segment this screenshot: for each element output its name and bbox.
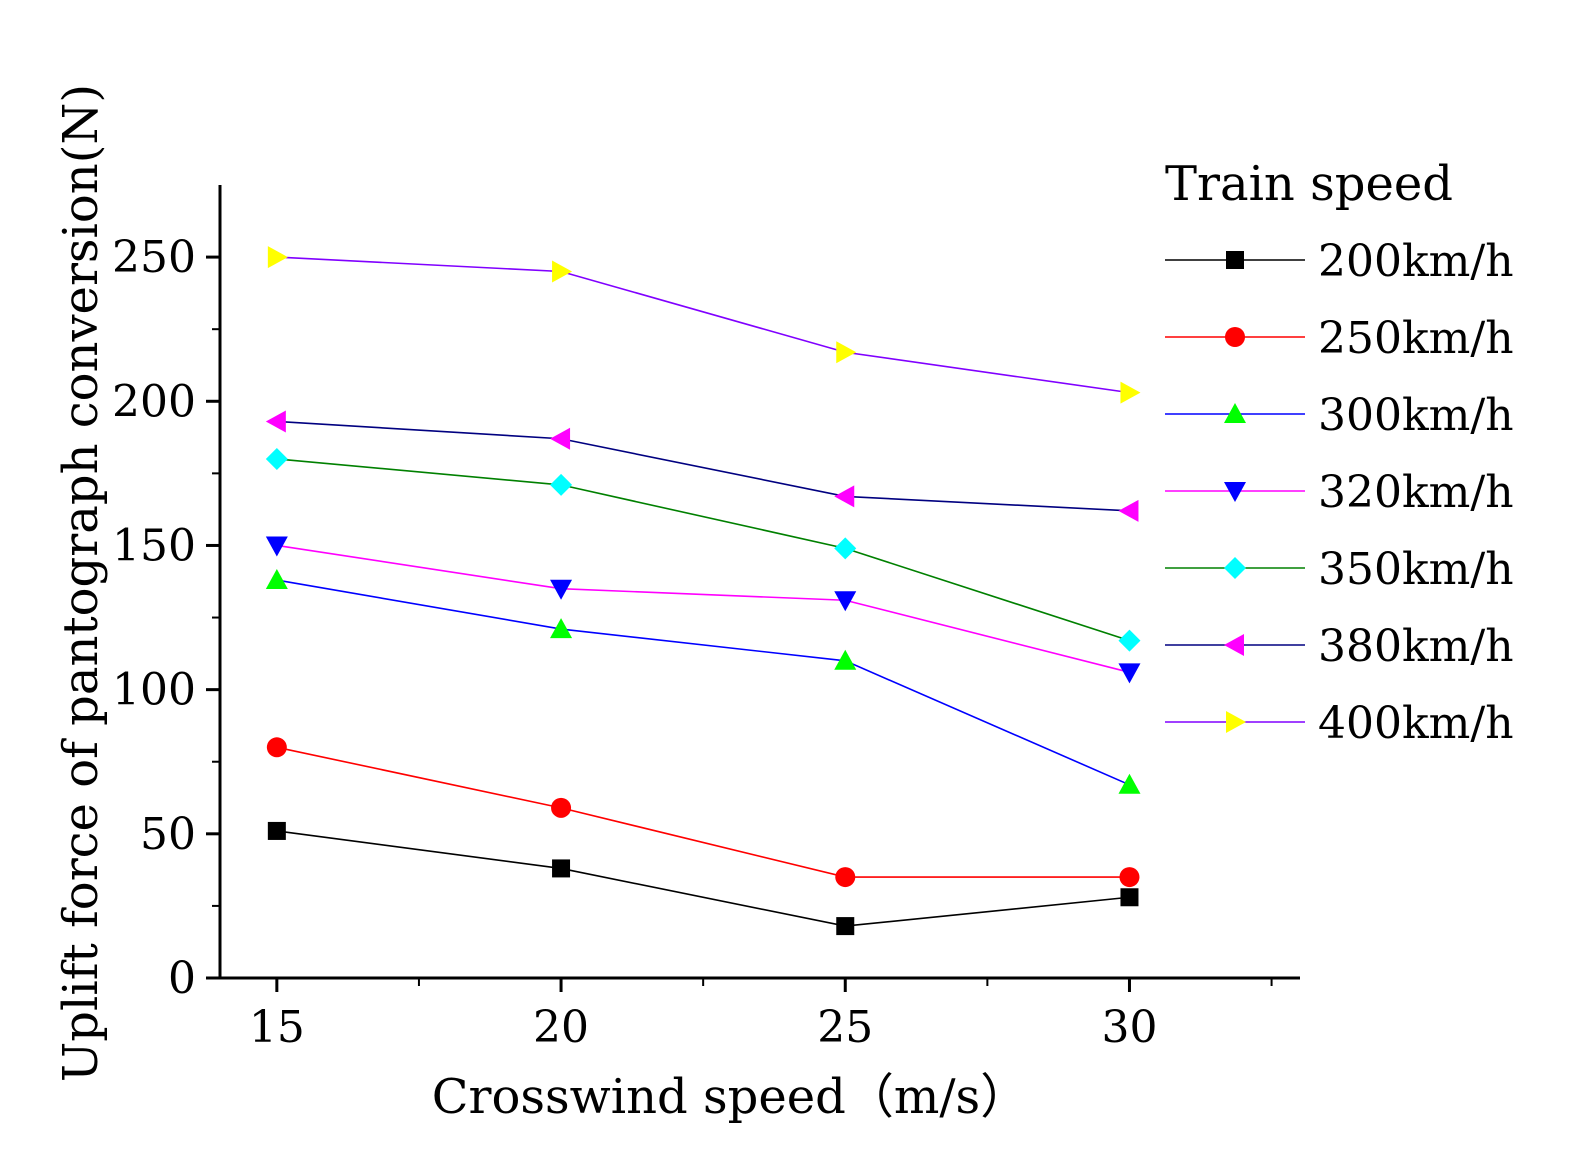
- x-axis-title: Crosswind speed（m/s）: [432, 1069, 1028, 1125]
- data-point: [552, 859, 571, 878]
- x-tick-label: 20: [533, 1002, 589, 1053]
- legend-marker: [1224, 403, 1246, 423]
- data-point: [834, 591, 857, 612]
- legend-marker: [1224, 634, 1244, 656]
- data-point: [551, 797, 572, 818]
- series-line: [276, 746, 1130, 878]
- y-tick-label: 100: [112, 665, 196, 716]
- legend-marker: [1226, 251, 1244, 269]
- legend-item: 350km/h: [1165, 544, 1514, 595]
- series-350kmh: [265, 447, 1141, 652]
- legend-item: 250km/h: [1165, 313, 1514, 364]
- data-point: [834, 485, 855, 508]
- data-point: [550, 618, 573, 639]
- series-300kmh: [265, 569, 1141, 794]
- x-tick-label: 25: [817, 1002, 873, 1053]
- legend-label: 400km/h: [1318, 698, 1514, 749]
- data-point: [265, 569, 288, 590]
- legend-label: 320km/h: [1318, 467, 1514, 518]
- data-point: [550, 579, 573, 600]
- data-point: [835, 867, 856, 888]
- data-point: [550, 473, 573, 496]
- legend-label: 380km/h: [1318, 621, 1514, 672]
- series-line: [276, 579, 1130, 786]
- data-point: [1118, 499, 1139, 522]
- legend: Train speed 200km/h 250km/h 300km/h 320km/h…: [1165, 156, 1514, 749]
- data-point: [266, 737, 287, 758]
- series-380kmh: [265, 410, 1139, 522]
- series-layer: [265, 246, 1141, 936]
- legend-item: 400km/h: [1165, 698, 1514, 749]
- legend-label: 350km/h: [1318, 544, 1514, 595]
- series-line: [276, 256, 1130, 394]
- data-point: [265, 536, 288, 557]
- legend-marker: [1225, 327, 1245, 347]
- series-400kmh: [267, 246, 1141, 404]
- data-point: [834, 649, 857, 670]
- data-point: [1118, 663, 1141, 684]
- legend-marker: [1224, 557, 1246, 579]
- data-point: [552, 260, 573, 283]
- legend-label: 250km/h: [1318, 313, 1514, 364]
- data-point: [1120, 888, 1139, 907]
- legend-title: Train speed: [1165, 156, 1453, 212]
- y-axis-title: Uplift force of pantograph conversion(N): [53, 84, 109, 1082]
- data-point: [265, 447, 288, 470]
- legend-label: 300km/h: [1318, 390, 1514, 441]
- x-tick-label: 15: [249, 1002, 305, 1053]
- y-tick-label: 50: [140, 809, 196, 860]
- series-line: [276, 420, 1130, 512]
- data-point: [550, 427, 571, 450]
- series-200kmh: [267, 821, 1139, 936]
- legend-item: 320km/h: [1165, 467, 1514, 518]
- y-tick-label: 0: [168, 953, 196, 1004]
- series-line: [276, 458, 1130, 642]
- axes: 15 20 25 30 0 50 100 150 200 250: [112, 185, 1300, 1053]
- series-250kmh: [266, 737, 1140, 888]
- data-point: [1119, 867, 1140, 888]
- legend-marker: [1226, 711, 1246, 733]
- y-tick-label: 150: [112, 520, 196, 571]
- legend-marker: [1224, 482, 1246, 502]
- data-point: [836, 917, 855, 936]
- y-tick-label: 200: [112, 376, 196, 427]
- legend-label: 200km/h: [1318, 236, 1514, 287]
- legend-item: 380km/h: [1165, 621, 1514, 672]
- data-point: [834, 537, 857, 560]
- data-point: [267, 821, 286, 840]
- x-tick-label: 30: [1101, 1002, 1157, 1053]
- series-320kmh: [265, 536, 1141, 684]
- legend-item: 200km/h: [1165, 236, 1514, 287]
- data-point: [265, 410, 286, 433]
- data-point: [836, 341, 857, 364]
- series-line: [276, 830, 1130, 927]
- series-line: [276, 544, 1130, 674]
- data-point: [1118, 773, 1141, 794]
- data-point: [1120, 381, 1141, 404]
- data-point: [1118, 629, 1141, 652]
- legend-item: 300km/h: [1165, 390, 1514, 441]
- y-tick-label: 250: [112, 232, 196, 283]
- data-point: [267, 246, 288, 269]
